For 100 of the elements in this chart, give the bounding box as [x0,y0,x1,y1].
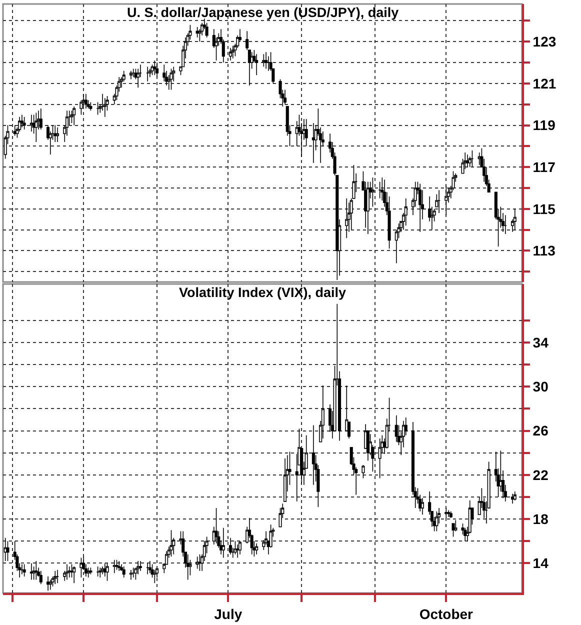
candlestick [466,154,470,168]
candlestick [96,102,100,116]
y-tick-label: 121 [532,75,556,92]
candlestick [378,438,382,479]
y-tick-label: 113 [532,242,556,259]
candlestick [80,557,83,578]
candlestick [371,177,374,208]
candlestick [118,560,121,572]
candlestick [101,566,104,575]
candlestick [388,196,391,250]
candlestick [146,66,150,82]
candlestick [198,554,202,572]
candlestick [420,498,424,516]
candlestick [228,48,232,61]
candlestick [312,424,315,486]
candlestick [72,566,76,584]
candlestick [148,68,152,78]
candlestick [312,122,315,164]
candlestick [39,570,42,585]
candlestick [39,108,42,130]
candlestick [22,564,26,577]
candlestick [48,579,52,590]
x-tick-label: October [419,606,474,622]
candlestick [162,64,166,82]
candlestick [262,54,266,68]
candlestick [449,510,452,518]
candlestick [132,68,135,78]
candlestick [65,564,69,580]
candlestick [362,464,365,479]
candlestick [89,102,92,112]
y-tick-label: 22 [532,466,549,483]
candlestick [115,560,118,570]
candlestick [122,566,126,578]
candlestick [56,569,60,584]
chart-title: U. S. dollar/Japanese yen (USD/JPY), daily [127,5,400,20]
y-tick-label: 115 [532,200,556,217]
candlestick [222,528,225,558]
candlestick [504,214,507,234]
candlestick [447,510,450,518]
candlestick [34,112,38,142]
candlestick [283,458,287,502]
y-tick-label: 123 [532,34,556,50]
candlestick [513,208,516,230]
candlestick [394,414,398,442]
candlestick [444,185,448,216]
candlestick [186,554,190,580]
candlestick [464,528,467,542]
candlestick [138,560,142,572]
candlestick [283,89,287,105]
candlestick [20,564,24,575]
y-tick-label: 30 [532,378,549,395]
candlestick [103,98,106,118]
candlestick [266,56,270,72]
candlestick [153,60,156,76]
y-tick-label: 119 [532,117,556,134]
candlestick [510,493,514,504]
y-tick-label: 18 [532,510,549,527]
candlestick [56,126,60,142]
candlestick [129,569,132,580]
candlestick [513,491,516,501]
x-tick-label: July [214,606,242,622]
candlestick [34,560,38,580]
candlestick [129,70,132,80]
candlestick [214,508,218,544]
candlestick [72,106,76,126]
candlestick [444,508,448,518]
candlestick [103,562,106,577]
candlestick [366,181,370,234]
candlestick [13,124,16,136]
candlestick [264,52,268,70]
candlestick [231,45,234,59]
y-tick-label: 26 [532,422,549,439]
candlestick [106,562,109,582]
candlestick [464,152,467,170]
candlestick [46,576,50,592]
candlestick [438,190,441,214]
candlestick [345,198,348,239]
candlestick [236,544,240,558]
candlestick [84,94,88,109]
candlestick [238,540,242,555]
candlestick [54,570,57,585]
candlestick [6,540,10,562]
candlestick [70,110,74,124]
candlestick [148,560,152,574]
candlestick [205,22,208,38]
candlestick [22,116,26,130]
candlestick [68,566,71,578]
chart-title: Volatility Index (VIX), daily [179,285,347,300]
candlestick [96,566,100,577]
candlestick [132,567,135,578]
candlestick [136,68,140,88]
y-tick-label: 117 [532,158,556,175]
candlestick [404,198,408,226]
candlestick [146,562,150,575]
candlestick [321,385,324,439]
candlestick [170,530,173,557]
candlestick [304,118,308,147]
candlestick [30,114,33,132]
candlestick [470,150,474,168]
y-tick-label: 34 [532,334,549,350]
